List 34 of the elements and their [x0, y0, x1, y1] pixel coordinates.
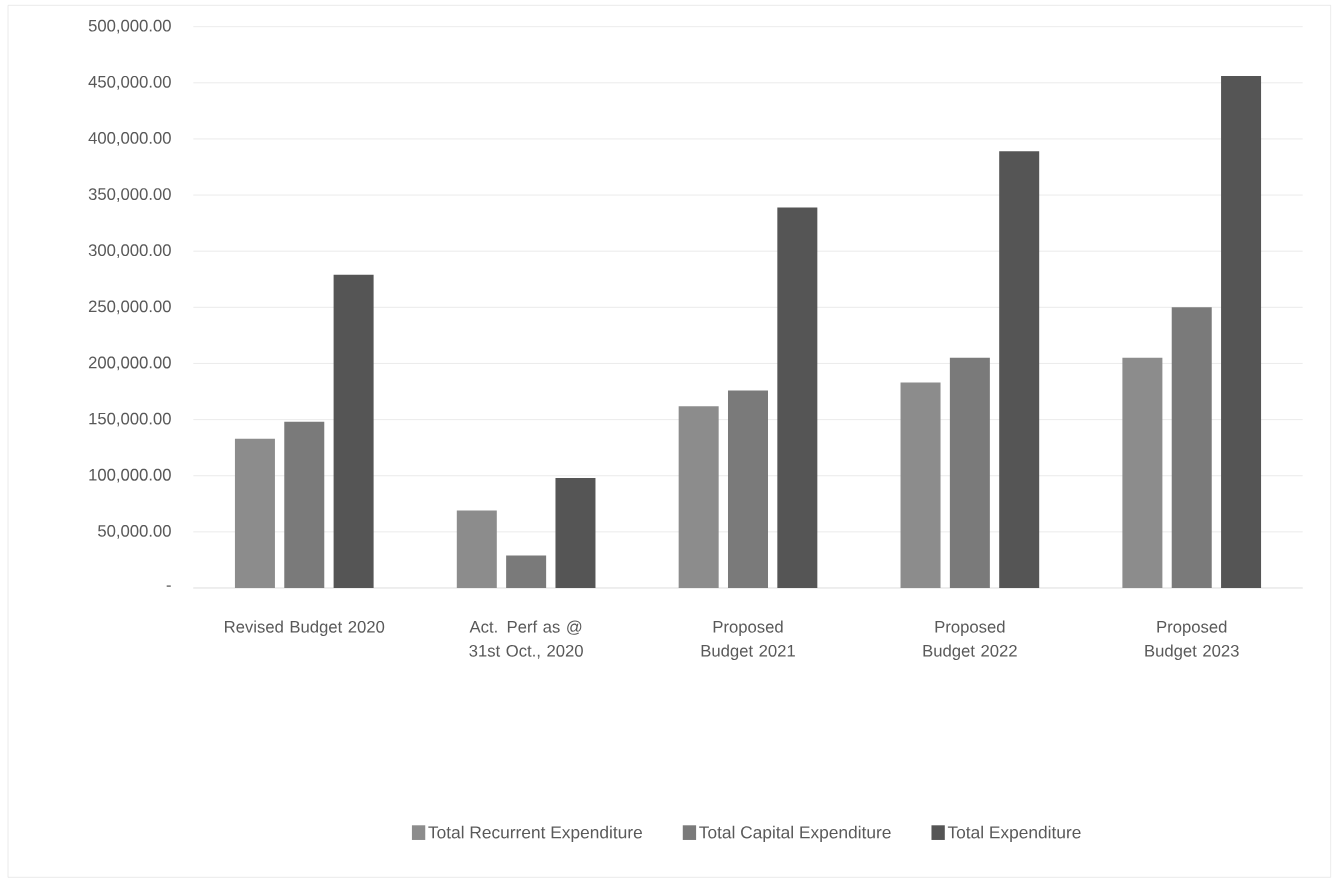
bar [900, 382, 941, 589]
y-tick-label: 150,000.00 [89, 412, 171, 427]
y-tick-label: 500,000.00 [88, 19, 171, 34]
y-tick-label: 200,000.00 [88, 356, 171, 371]
bar [506, 555, 547, 589]
y-tick-label: 300,000.00 [88, 244, 171, 259]
bar [777, 207, 818, 589]
y-tick-label: 450,000.00 [88, 76, 171, 90]
bar [1171, 307, 1212, 589]
bar [728, 390, 768, 589]
bar [555, 478, 596, 589]
bar [456, 510, 497, 589]
bar [1221, 76, 1262, 589]
legend-label: Total Recurrent Expenditure [428, 825, 642, 843]
y-tick-label: 250,000.00 [88, 300, 171, 315]
legend-label: Total Capital Expenditure [699, 825, 891, 843]
x-tick-label: Act. Perf as @ 31st Oct., 2020 [469, 620, 583, 659]
bar [333, 274, 374, 589]
x-tick-label: Proposed Budget 2023 [1145, 620, 1239, 661]
y-tick-label: 400,000.00 [88, 132, 171, 146]
bar [999, 151, 1040, 589]
x-tick-label: Revised Budget 2020 [225, 620, 385, 637]
bar [1122, 358, 1163, 589]
y-tick-label: - [166, 585, 171, 587]
y-tick-label: 350,000.00 [88, 188, 171, 203]
y-tick-label: 100,000.00 [89, 469, 171, 483]
x-tick-label: Proposed Budget 2021 [701, 620, 795, 661]
bar [234, 438, 275, 589]
y-tick-label: 50,000.00 [98, 525, 171, 539]
bar [284, 422, 325, 589]
bar [678, 406, 719, 589]
bar [949, 358, 990, 589]
x-tick-label: Proposed Budget 2022 [923, 620, 1017, 661]
legend-label: Total Expenditure [947, 825, 1081, 843]
